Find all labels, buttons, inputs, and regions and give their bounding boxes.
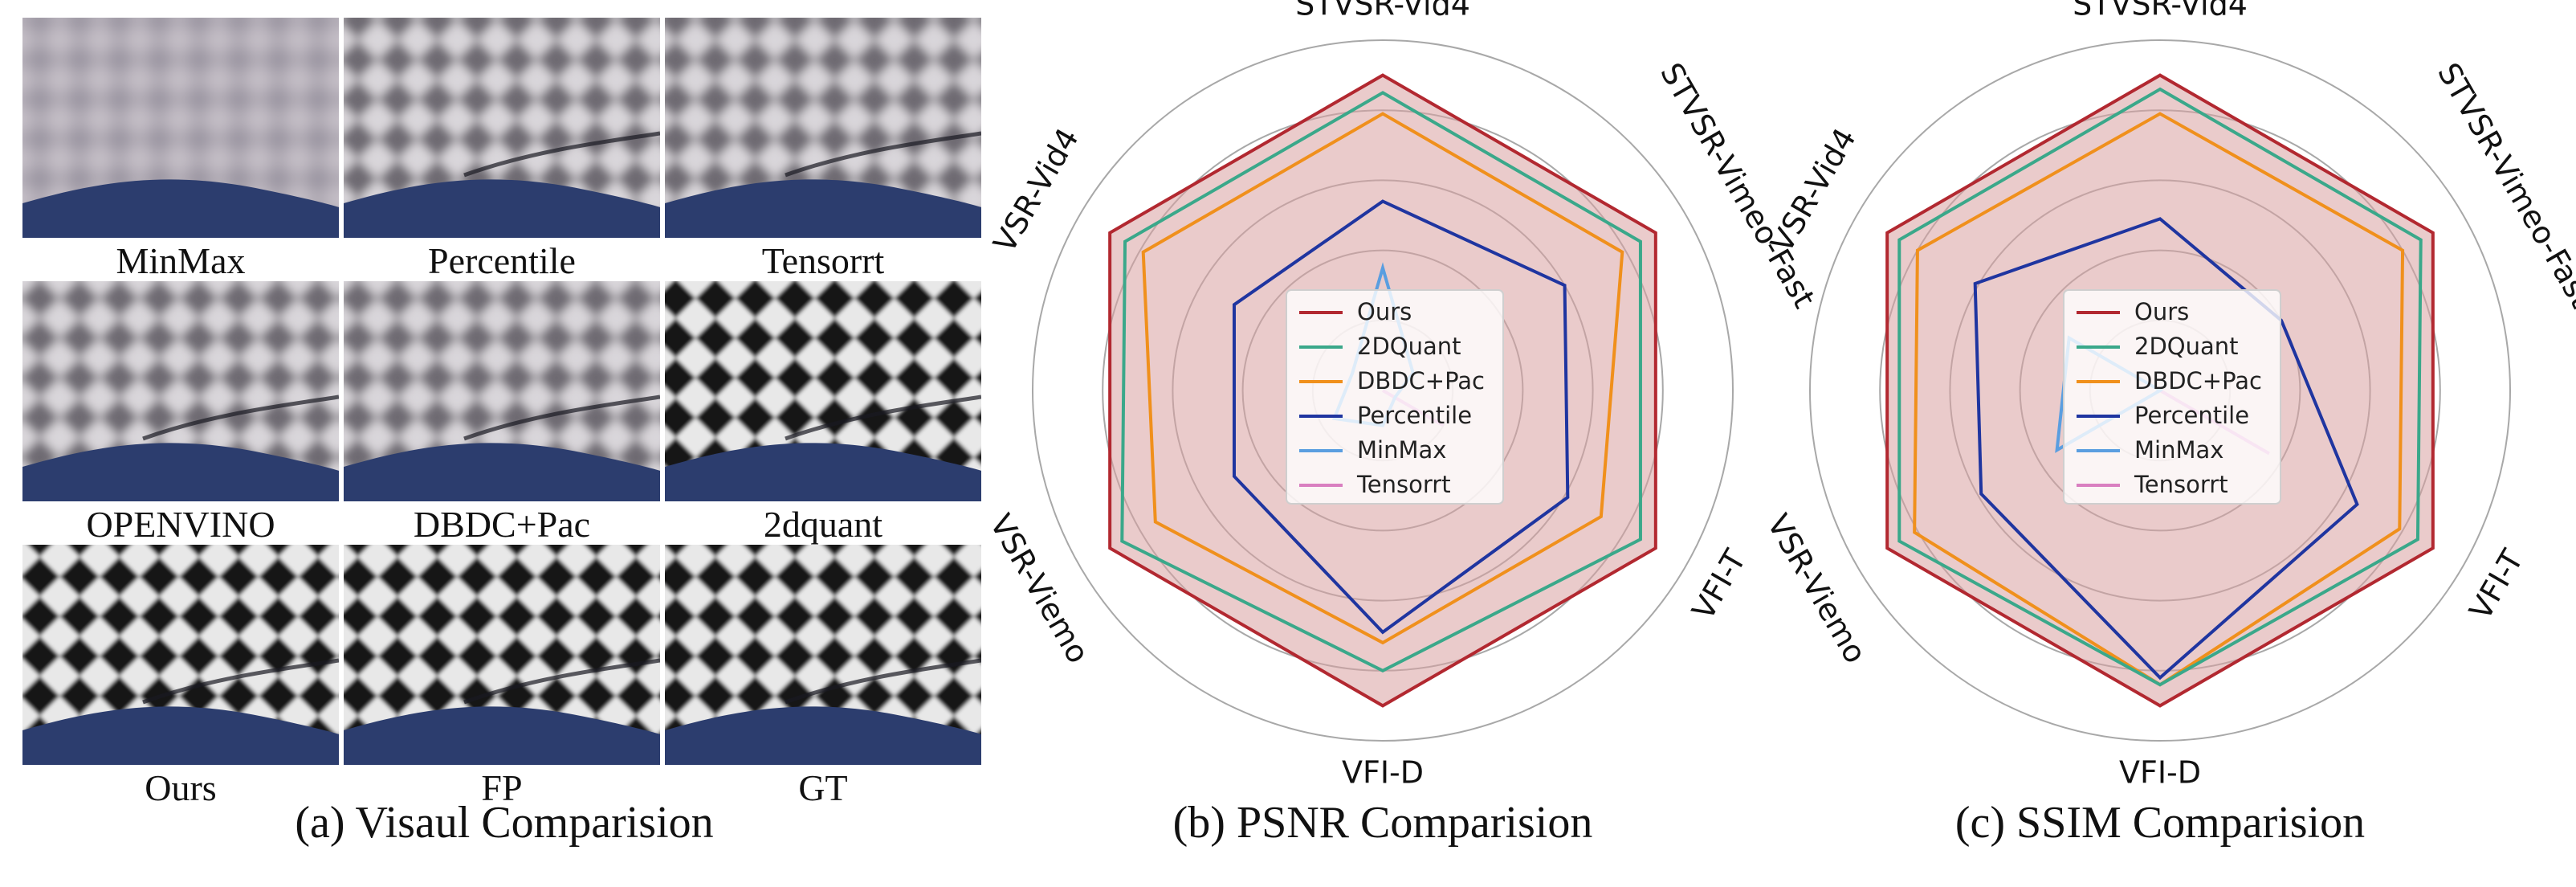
legend: Ours 2DQuant DBDC+Pac Percentile MinMax Tenso…: [1286, 289, 1504, 505]
axis-label: VFI-T: [1685, 543, 1754, 626]
comparison-tile: Tensorrt: [665, 18, 981, 281]
dark-blue-shape: [22, 179, 339, 238]
tile-label: 2dquant: [764, 504, 882, 545]
panel-caption: (c) SSIM Comparision: [1955, 798, 2365, 848]
series-line-ours: [1885, 73, 2435, 708]
axis-label: VSR-Vid4: [987, 122, 1086, 259]
tile-label: DBDC+Pac: [414, 504, 590, 545]
edge-line: [142, 658, 339, 705]
comparison-tile: DBDC+Pac: [344, 281, 660, 545]
dark-blue-shape: [665, 443, 981, 501]
axis-label: VSR-Vid4: [1764, 122, 1863, 259]
comparison-tile: Ours: [22, 545, 339, 808]
legend-label: Ours: [1357, 298, 1412, 325]
comparison-tile: GT: [665, 545, 981, 808]
tile-label: Ours: [145, 767, 216, 808]
dark-blue-shape: [665, 179, 981, 238]
legend-label: Tensorrt: [2134, 471, 2228, 498]
tile-label: Tensorrt: [762, 240, 885, 281]
dark-blue-shape: [22, 706, 339, 765]
grid-ring: [1032, 39, 1734, 742]
comparison-tile: 2dquant: [665, 281, 981, 545]
tile-label: FP: [481, 767, 522, 808]
tile-label: Percentile: [428, 240, 576, 281]
legend-label: Tensorrt: [1356, 471, 1451, 498]
comparison-tile: Percentile: [344, 18, 660, 281]
axis-label: STVSR-Vid4: [2073, 0, 2248, 22]
legend-label: Ours: [2134, 298, 2189, 325]
dark-blue-shape: [22, 443, 339, 501]
ssim-radar-chart: STVSR-Vid4 STVSR-Vimeo-Fast VFI-T VFI-D VSR-…: [1760, 0, 2576, 848]
legend-label: Percentile: [1357, 402, 1472, 429]
legend-label: 2DQuant: [1357, 333, 1461, 360]
axis-label: VFI-D: [2119, 755, 2201, 791]
edge-line: [142, 394, 339, 441]
dark-blue-shape: [344, 179, 660, 238]
series-line-percentile: [1232, 199, 1570, 635]
axis-label: STVSR-Vid4: [1295, 0, 1470, 22]
series-line-2dquant: [1897, 87, 2423, 687]
series-line-2dquant: [1120, 91, 1642, 673]
comparison-tile: OPENVINO: [22, 281, 339, 545]
panel-caption: (b) PSNR Comparision: [1173, 798, 1593, 848]
series-line-percentile: [1973, 217, 2359, 681]
axis-label: STVSR-Vimeo-Fast: [2431, 57, 2576, 314]
series-line-dbdc-pac: [1141, 112, 1624, 645]
edge-line: [785, 131, 981, 178]
dark-blue-shape: [344, 706, 660, 765]
legend-label: DBDC+Pac: [1357, 367, 1485, 394]
legend-label: MinMax: [2134, 436, 2223, 464]
legend: Ours 2DQuant DBDC+Pac Percentile MinMax Tenso…: [2063, 289, 2281, 505]
tile-label: OPENVINO: [86, 504, 275, 545]
axis-label: VFI-D: [1342, 755, 1424, 791]
legend-label: Percentile: [2134, 402, 2249, 429]
axis-label: VFI-T: [2463, 543, 2531, 626]
legend-label: DBDC+Pac: [2134, 367, 2262, 394]
series-line-ours: [1108, 73, 1657, 708]
edge-line: [463, 658, 660, 705]
psnr-radar-chart: STVSR-Vid4STVSR-Vimeo-FastVFI-TVFI-DVSR-…: [983, 0, 1822, 848]
comparison-tile: MinMax: [22, 18, 339, 281]
edge-line: [785, 658, 981, 705]
edge-line: [463, 394, 660, 441]
dark-blue-shape: [344, 443, 660, 501]
legend-label: MinMax: [1357, 436, 1446, 464]
comparison-tile: FP: [344, 545, 660, 808]
grid-ring: [1809, 39, 2511, 742]
dark-blue-shape: [665, 706, 981, 765]
visual-comparison-panel: MinMax Percentile Tensorrt OPENVINO DBDC+Pac…: [22, 18, 981, 848]
edge-line: [785, 394, 981, 441]
axis-label: VSR-Viemo: [1760, 509, 1873, 669]
legend-label: 2DQuant: [2134, 333, 2239, 360]
tile-label: GT: [798, 767, 847, 808]
tile-label: MinMax: [116, 240, 246, 281]
edge-line: [463, 131, 660, 178]
panel-caption: (a) Visaul Comparision: [295, 798, 713, 848]
axis-label: VSR-Viemo: [983, 509, 1096, 669]
